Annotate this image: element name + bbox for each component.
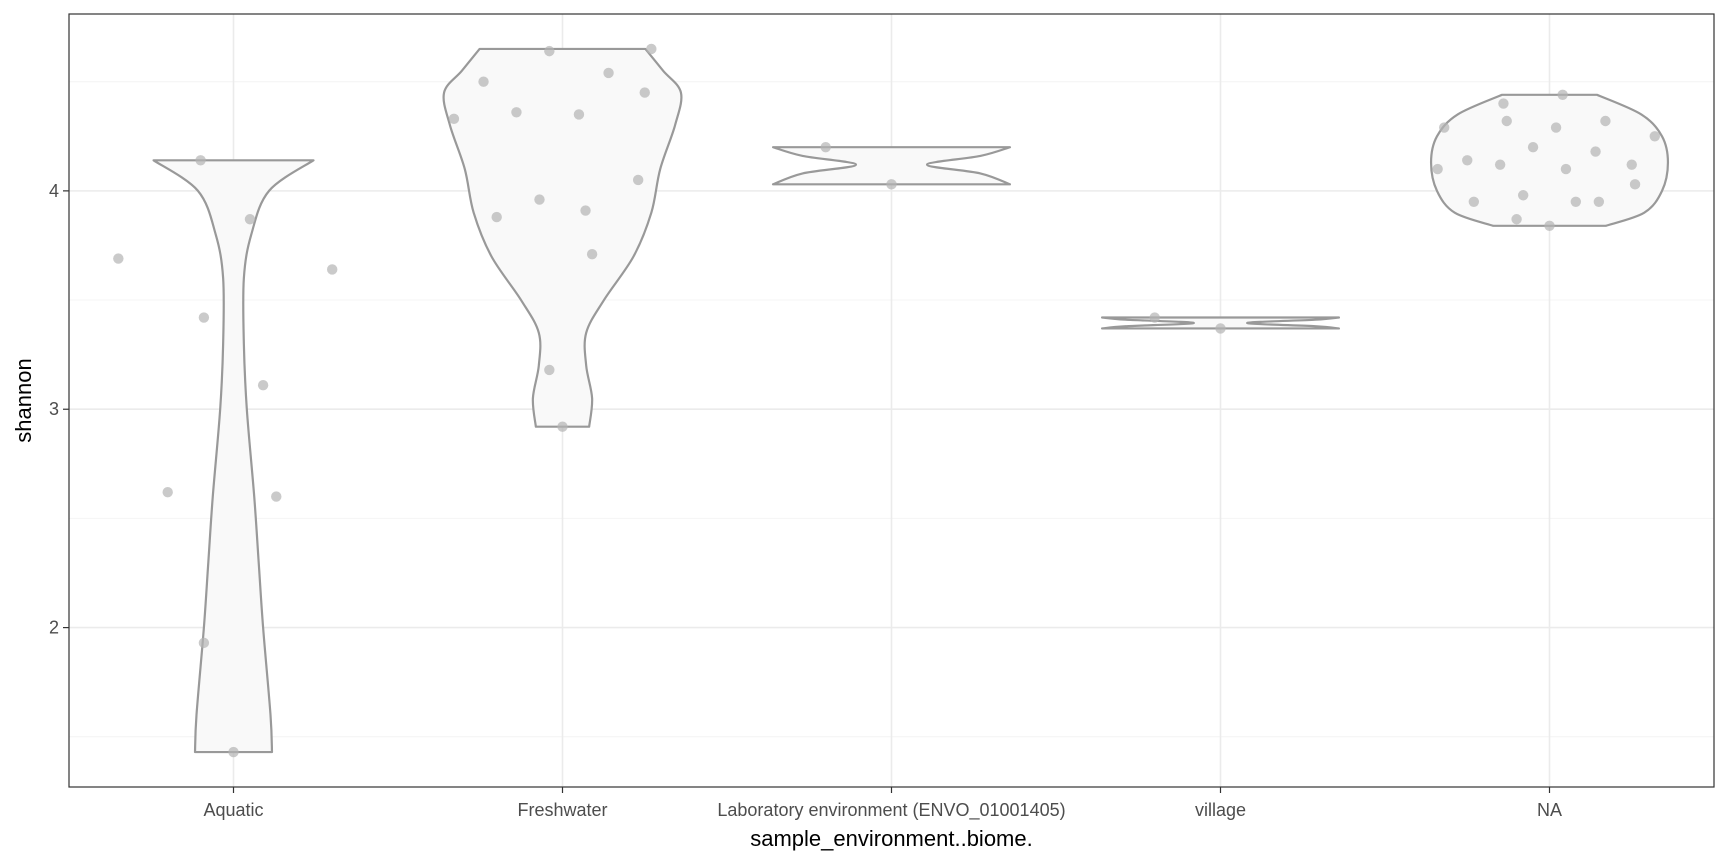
data-point bbox=[603, 67, 614, 79]
data-point bbox=[1462, 155, 1473, 166]
data-points bbox=[113, 43, 1660, 758]
data-point bbox=[544, 45, 555, 57]
x-tick-label: village bbox=[1195, 800, 1246, 820]
data-point bbox=[886, 179, 897, 190]
data-point bbox=[448, 113, 460, 125]
data-point bbox=[632, 174, 644, 186]
data-point bbox=[271, 491, 282, 502]
data-point bbox=[1544, 220, 1555, 232]
y-axis-ticks: 2 3 4 bbox=[49, 181, 69, 638]
data-point bbox=[257, 380, 269, 391]
data-point bbox=[1649, 131, 1660, 142]
violin-laboratory-environment-envo-01001405 bbox=[771, 146, 1012, 186]
x-axis-ticks: Aquatic Freshwater Laboratory environment … bbox=[203, 787, 1562, 821]
x-axis-title: sample_environment..biome. bbox=[750, 826, 1032, 851]
y-tick-label: 4 bbox=[49, 181, 59, 201]
violin-aquatic bbox=[152, 159, 315, 754]
data-point bbox=[646, 43, 657, 55]
x-tick-label: Laboratory environment (ENVO_01001405) bbox=[717, 800, 1065, 821]
data-point bbox=[557, 421, 568, 432]
x-tick-label: Aquatic bbox=[203, 800, 263, 820]
data-point bbox=[1439, 122, 1450, 133]
violin-village bbox=[1100, 316, 1341, 330]
data-point bbox=[228, 746, 239, 758]
data-point bbox=[198, 312, 210, 323]
data-point bbox=[478, 76, 489, 87]
data-point bbox=[1570, 196, 1582, 207]
data-point bbox=[1501, 115, 1512, 127]
data-point bbox=[580, 205, 591, 216]
data-point bbox=[1593, 196, 1605, 207]
data-point bbox=[573, 109, 585, 120]
data-point bbox=[1149, 312, 1160, 323]
x-tick-label: NA bbox=[1537, 800, 1562, 820]
data-point bbox=[1468, 196, 1480, 207]
data-point bbox=[1600, 115, 1611, 127]
data-point bbox=[586, 248, 598, 260]
data-point bbox=[1590, 146, 1601, 157]
y-tick-label: 3 bbox=[49, 399, 59, 419]
data-point bbox=[198, 637, 210, 649]
data-point bbox=[1527, 142, 1539, 153]
data-point bbox=[1215, 323, 1226, 334]
data-point bbox=[1432, 163, 1443, 175]
data-point bbox=[1626, 159, 1637, 170]
data-point bbox=[1557, 89, 1568, 100]
x-tick-label: Freshwater bbox=[517, 800, 607, 820]
data-point bbox=[491, 211, 502, 223]
data-point bbox=[1511, 214, 1522, 225]
data-point bbox=[511, 107, 522, 118]
data-point bbox=[1517, 190, 1529, 201]
data-point bbox=[195, 155, 206, 166]
data-point bbox=[162, 487, 173, 498]
data-point bbox=[820, 142, 831, 153]
data-point bbox=[1629, 179, 1641, 190]
violin-na bbox=[1429, 93, 1670, 227]
data-point bbox=[327, 264, 338, 275]
data-point bbox=[1498, 98, 1509, 109]
data-point bbox=[534, 194, 545, 205]
y-tick-label: 2 bbox=[49, 618, 59, 638]
data-point bbox=[1560, 163, 1572, 175]
data-point bbox=[113, 253, 124, 264]
data-point bbox=[1550, 122, 1562, 133]
data-point bbox=[639, 87, 650, 98]
violin-shapes bbox=[152, 47, 1670, 754]
violin-freshwater bbox=[442, 47, 683, 428]
data-point bbox=[244, 214, 256, 225]
data-point bbox=[1494, 159, 1506, 170]
data-point bbox=[544, 364, 555, 376]
y-axis-title: shannon bbox=[11, 358, 36, 442]
